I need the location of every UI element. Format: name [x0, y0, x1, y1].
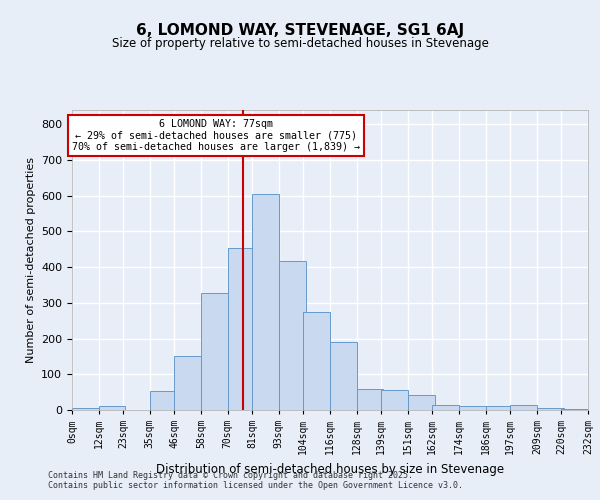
Bar [98, 406, 125, 410]
Bar [433, 404, 459, 410]
Bar [330, 342, 356, 410]
Text: Size of property relative to semi-detached houses in Stevenage: Size of property relative to semi-detach… [112, 38, 488, 51]
Y-axis label: Number of semi-detached properties: Number of semi-detached properties [26, 157, 35, 363]
Text: 6, LOMOND WAY, STEVENAGE, SG1 6AJ: 6, LOMOND WAY, STEVENAGE, SG1 6AJ [136, 22, 464, 38]
Bar [510, 404, 537, 410]
Bar [279, 260, 305, 410]
Text: Contains HM Land Registry data © Crown copyright and database right 2025.: Contains HM Land Registry data © Crown c… [48, 470, 413, 480]
Text: 6 LOMOND WAY: 77sqm
← 29% of semi-detached houses are smaller (775)
70% of semi-: 6 LOMOND WAY: 77sqm ← 29% of semi-detach… [73, 119, 361, 152]
Bar [304, 312, 330, 410]
Bar [175, 356, 201, 410]
Bar [381, 390, 408, 410]
Bar [356, 388, 383, 410]
Bar [408, 395, 434, 410]
Bar [485, 406, 512, 410]
Bar [459, 406, 485, 410]
Bar [252, 194, 279, 410]
Bar [72, 408, 98, 410]
Bar [201, 293, 227, 410]
Text: Contains public sector information licensed under the Open Government Licence v3: Contains public sector information licen… [48, 480, 463, 490]
Bar [150, 391, 176, 410]
Bar [227, 248, 254, 410]
X-axis label: Distribution of semi-detached houses by size in Stevenage: Distribution of semi-detached houses by … [156, 462, 504, 475]
Bar [537, 408, 563, 410]
